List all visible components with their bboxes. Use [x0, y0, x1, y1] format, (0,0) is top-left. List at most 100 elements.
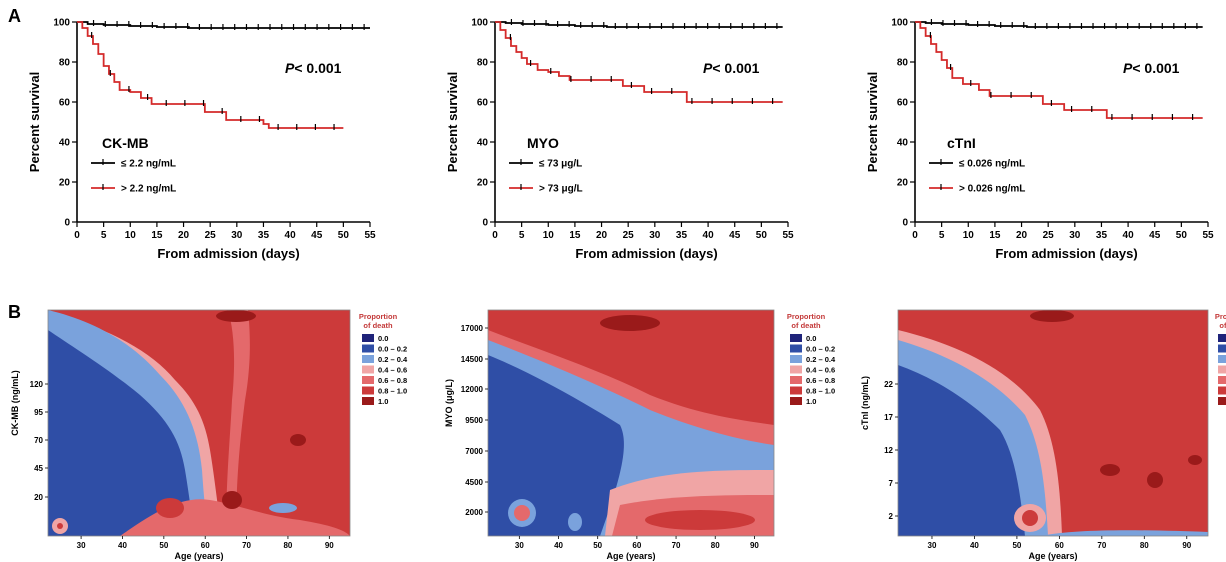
x-axis-label: From admission (days) [157, 246, 299, 261]
y-axis-label: Percent survival [445, 72, 460, 172]
p-value: < 0.001 [1132, 60, 1179, 76]
legend-swatch [362, 334, 374, 342]
survival-curve [495, 21, 783, 103]
x-tick-label: 5 [101, 230, 107, 241]
y-tick-label: 40 [59, 138, 71, 149]
x-tick-label: 45 [311, 230, 323, 241]
legend-label: 0.2 – 0.4 [806, 355, 836, 364]
y-tick-label: 17 [884, 413, 893, 422]
x-tick-label: 40 [970, 541, 979, 550]
legend-swatch [790, 355, 802, 363]
p-value: < 0.001 [712, 60, 759, 76]
x-tick-label: 50 [338, 230, 350, 241]
y-tick-label: 120 [30, 380, 44, 389]
legend-swatch [362, 376, 374, 384]
x-tick-label: 45 [729, 230, 741, 241]
x-tick-label: 45 [1149, 230, 1161, 241]
heatmap-axes-myo: 2000 4500 7000 9500 12000 14500 17000 30 40 50 60 7… [444, 324, 759, 561]
legend-label: 0.4 – 0.6 [806, 366, 835, 375]
x-axis-label: Age (years) [606, 551, 655, 561]
legend-label: 0.6 – 0.8 [806, 376, 835, 385]
contour-map-ctni [897, 309, 1209, 537]
marker-name: cTnI [947, 135, 976, 151]
legend-swatch [362, 365, 374, 374]
x-tick-label: 40 [703, 230, 715, 241]
x-tick-label: 0 [912, 230, 918, 241]
x-tick-label: 5 [519, 230, 525, 241]
x-tick-label: 30 [649, 230, 661, 241]
legend-label: 0.0 [806, 334, 816, 343]
x-tick-label: 60 [632, 541, 641, 550]
legend-label: 0.2 – 0.4 [378, 355, 408, 364]
p-italic: P [1123, 60, 1133, 76]
y-tick-label: 0 [64, 218, 70, 229]
x-tick-label: 35 [676, 230, 688, 241]
x-tick-label: 35 [258, 230, 270, 241]
x-tick-label: 40 [285, 230, 297, 241]
survival-curve [77, 21, 370, 29]
y-axis-label: Percent survival [27, 72, 42, 172]
legend-label: 0.8 – 1.0 [806, 387, 835, 396]
legend-label: ≤ 73 μg/L [539, 159, 582, 170]
legend-label: 0.0 – 0.2 [806, 345, 835, 354]
y-tick-label: 80 [477, 58, 489, 69]
x-tick-label: 15 [569, 230, 581, 241]
y-tick-label: 70 [34, 436, 43, 445]
x-tick-label: 35 [1096, 230, 1108, 241]
y-tick-label: 2 [889, 512, 894, 521]
legend-swatch [362, 344, 374, 353]
x-tick-label: 0 [74, 230, 80, 241]
y-axis-label: Percent survival [865, 72, 880, 172]
x-tick-label: 0 [492, 230, 498, 241]
x-tick-label: 55 [364, 230, 376, 241]
survival-chart-ctni: 0 20 40 60 80 100 0 5 10 15 20 25 30 35 40 45 50 55 From a… [865, 18, 1214, 262]
legend-swatch [1218, 386, 1226, 395]
x-tick-label: 20 [178, 230, 190, 241]
contour-map-ckmb [47, 309, 351, 537]
survival-chart-ckmb: 0 20 40 60 80 100 0 5 10 15 20 25 30 35 40 45 50 55 From a… [27, 18, 376, 262]
x-tick-label: 50 [593, 541, 602, 550]
legend-label: 1.0 [378, 397, 388, 406]
y-tick-label: 20 [34, 493, 43, 502]
x-tick-label: 25 [205, 230, 217, 241]
legend-swatch [790, 344, 802, 353]
y-tick-label: 20 [897, 178, 909, 189]
heatmap-axes-ckmb: 20 45 70 95 120 30 40 50 60 70 80 90 Age (years) CK-M… [10, 370, 334, 561]
x-tick-label: 15 [151, 230, 163, 241]
x-tick-label: 80 [1140, 541, 1149, 550]
y-tick-label: 60 [897, 98, 909, 109]
legend-title: of death [363, 321, 393, 330]
legend-swatch [1218, 344, 1226, 353]
x-tick-label: 20 [596, 230, 608, 241]
p-value-label: P< 0.001 [703, 60, 760, 76]
legend-label: 0.6 – 0.8 [378, 376, 407, 385]
x-tick-label: 80 [711, 541, 720, 550]
legend-label: ≤ 0.026 ng/mL [959, 159, 1025, 170]
survival-curve [915, 21, 1203, 119]
legend-label: 1.0 [806, 397, 816, 406]
legend-label: > 2.2 ng/mL [121, 184, 176, 195]
heatmap-axes-ctni: 2 7 12 17 22 30 40 50 60 70 80 90 Age (years) cTnI (n… [860, 376, 1192, 561]
x-tick-label: 25 [623, 230, 635, 241]
x-tick-label: 25 [1043, 230, 1055, 241]
x-tick-label: 10 [963, 230, 975, 241]
x-tick-label: 50 [756, 230, 768, 241]
x-tick-label: 50 [159, 541, 168, 550]
y-tick-label: 60 [59, 98, 71, 109]
p-italic: P [703, 60, 713, 76]
panel-label-a: A [8, 6, 21, 26]
panel-label-b: B [8, 302, 21, 322]
x-tick-label: 30 [515, 541, 524, 550]
p-value: < 0.001 [294, 60, 341, 76]
y-tick-label: 100 [891, 18, 908, 29]
x-tick-label: 10 [543, 230, 555, 241]
y-tick-label: 7000 [465, 447, 483, 456]
x-tick-label: 50 [1012, 541, 1021, 550]
legend-swatch [362, 397, 374, 405]
y-tick-label: 22 [884, 380, 893, 389]
x-tick-label: 40 [1123, 230, 1135, 241]
legend-label: > 73 μg/L [539, 184, 583, 195]
x-tick-label: 15 [989, 230, 1001, 241]
